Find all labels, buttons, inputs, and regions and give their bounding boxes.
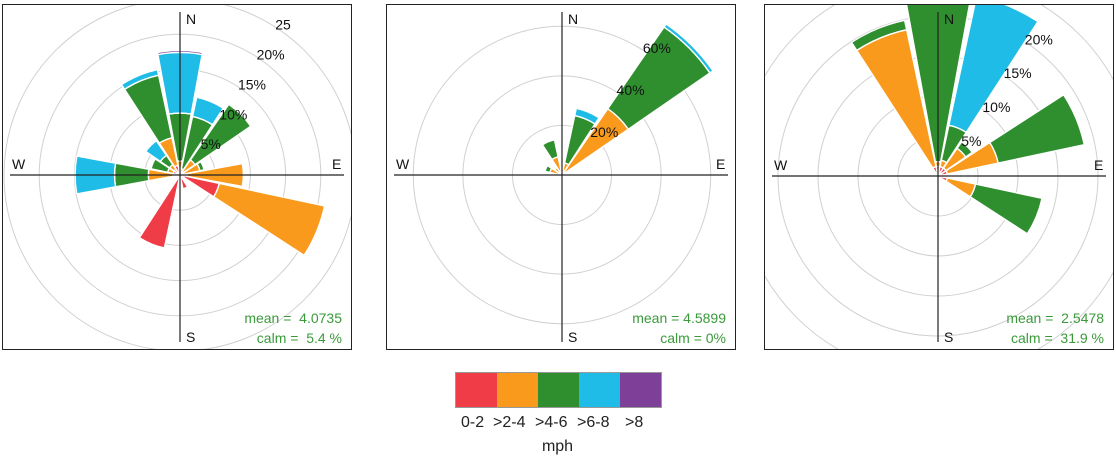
wind-rose-panel-3: 5% 10% 15% 20% N S W E mean = 2.5478 calm = 31.…	[764, 4, 1114, 350]
compass-n: N	[944, 11, 954, 27]
grid-ring	[3, 5, 351, 349]
calm-text-1: calm = 5.4 %	[256, 330, 342, 346]
compass-w: W	[396, 156, 410, 172]
legend-label-6-8: >6-8	[577, 414, 610, 431]
wind-wedge	[969, 183, 1043, 235]
ring-label: 5%	[201, 136, 221, 152]
legend-swatch-0-2	[456, 373, 497, 407]
wind-wedge	[120, 68, 160, 91]
wind-rose-panel-2: 20% 40% 60% N S W E mean = 4.5899 calm = 0%	[386, 4, 736, 350]
ring-label: 15%	[1004, 65, 1032, 81]
wind-wedge	[179, 174, 189, 190]
plot-area: 5% 10% 15% 20% N S W E	[765, 5, 1113, 349]
plot-area: 20% 40% 60% N S W E	[394, 11, 728, 345]
ring-label: 20%	[1025, 31, 1053, 47]
plot-area: 5% 10% 15% 20% 25 N S W E	[3, 5, 351, 349]
ring-label: 10%	[219, 106, 247, 122]
ring-label: 60%	[643, 40, 671, 56]
wind-wedge	[191, 96, 225, 126]
legend-label-8: >8	[625, 414, 644, 431]
ring-label: 5%	[961, 133, 981, 149]
compass-s: S	[944, 329, 953, 345]
compass-n: N	[186, 11, 196, 27]
wind-wedge	[541, 139, 559, 161]
wind-rose-chart-3: 5% 10% 15% 20% N S W E	[764, 4, 1114, 350]
legend-swatch-2-4	[497, 373, 538, 407]
compass-n: N	[568, 11, 578, 27]
wind-wedge	[544, 164, 553, 174]
legend-unit: mph	[541, 438, 574, 455]
compass-w: W	[12, 156, 26, 172]
ring-label: 15%	[238, 76, 266, 92]
wind-wedge	[988, 93, 1086, 164]
legend-labels: 0-2 >2-4 >4-6 >6-8 >8	[455, 414, 665, 438]
legend-swatch-8	[620, 373, 661, 407]
mean-text-1: mean = 4.0735	[244, 310, 342, 326]
legend-color-bar	[455, 372, 662, 408]
ring-label: 20%	[257, 47, 285, 63]
legend-label-2-4: >2-4	[493, 414, 526, 431]
calm-text-3: calm = 31.9 %	[1011, 330, 1104, 346]
wind-wedge	[850, 19, 908, 52]
compass-s: S	[186, 329, 195, 345]
calm-text-2: calm = 0%	[660, 330, 726, 346]
wind-wedge	[144, 139, 168, 163]
ring-label: 25	[275, 17, 291, 33]
wind-rose-chart-1: 5% 10% 15% 20% 25 N S W E	[2, 4, 352, 350]
legend-label-0-2: 0-2	[461, 414, 485, 431]
wind-rose-chart-2: 20% 40% 60% N S W E	[386, 4, 736, 350]
legend-swatch-4-6	[538, 373, 579, 407]
ring-label: 20%	[590, 124, 618, 140]
wind-wedge	[948, 5, 1039, 134]
wind-wedge	[573, 107, 600, 125]
mean-text-3: mean = 2.5478	[1006, 310, 1104, 326]
compass-w: W	[774, 157, 788, 173]
compass-e: E	[332, 156, 341, 172]
legend-swatch-6-8	[579, 373, 620, 407]
speed-legend: 0-2 >2-4 >4-6 >6-8 >8 mph	[455, 372, 665, 455]
wind-rose-panel-1: 5% 10% 15% 20% 25 N S W E mean = 4.0735 calm = 5…	[2, 4, 352, 350]
wind-wedge	[212, 182, 326, 257]
compass-e: E	[1094, 157, 1103, 173]
mean-text-2: mean = 4.5899	[632, 310, 726, 326]
ring-label: 40%	[617, 82, 645, 98]
wind-wedge	[663, 23, 714, 74]
ring-label: 10%	[982, 99, 1010, 115]
legend-label-4-6: >4-6	[535, 414, 568, 431]
wind-wedge	[189, 103, 252, 166]
wind-wedge	[956, 140, 974, 158]
compass-s: S	[568, 329, 577, 345]
compass-e: E	[716, 156, 725, 172]
wind-wedge	[138, 174, 181, 249]
